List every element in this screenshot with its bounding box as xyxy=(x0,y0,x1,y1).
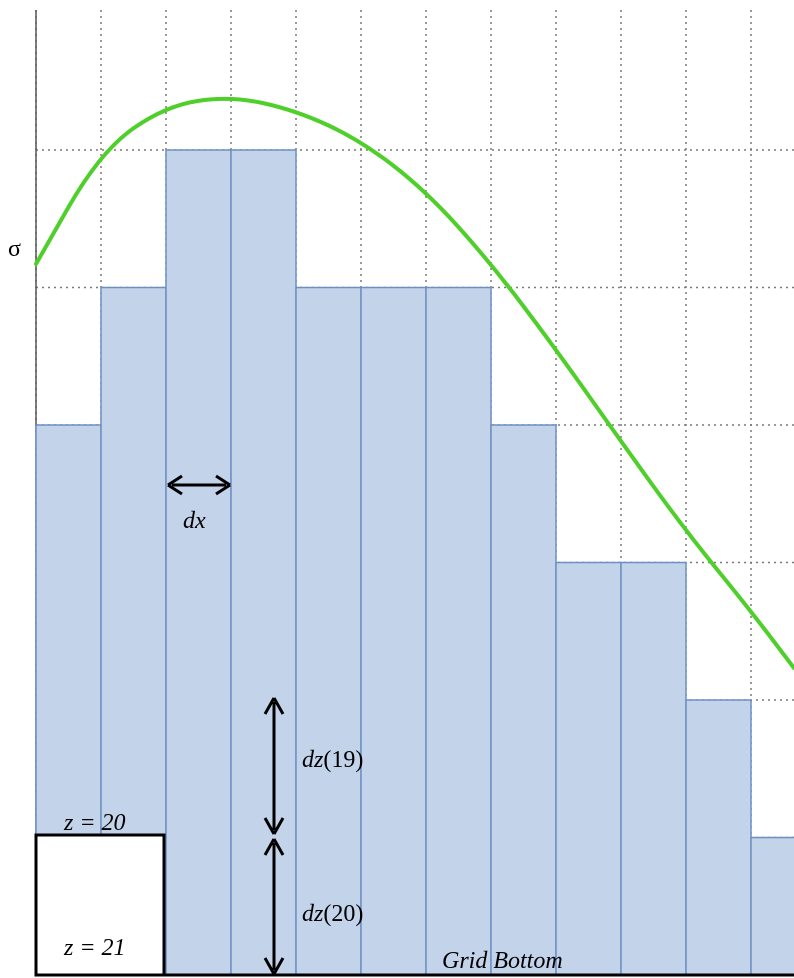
dz19-arrow xyxy=(263,697,285,835)
dx-label: dx xyxy=(183,508,206,534)
model-column xyxy=(750,836,794,976)
model-column xyxy=(425,286,492,976)
dz20-index: (20) xyxy=(323,901,363,927)
bottom-cell-box xyxy=(34,833,794,977)
model-column xyxy=(295,286,362,976)
z20-label: z = 20 xyxy=(63,810,126,836)
model-column xyxy=(555,561,622,976)
model-column xyxy=(360,286,427,976)
model-column xyxy=(685,699,752,976)
dz20-label: dz(20) xyxy=(302,901,363,927)
surface-curve xyxy=(34,96,794,670)
dz20-var: dz xyxy=(302,901,324,927)
dz19-var: dz xyxy=(302,747,324,773)
model-column xyxy=(230,149,297,976)
z21-label: z = 21 xyxy=(63,935,126,961)
dz19-label: dz(19) xyxy=(302,747,363,773)
model-column xyxy=(165,149,232,976)
dx-arrow xyxy=(167,474,231,496)
dz20-arrow xyxy=(263,838,285,975)
grid-bottom-label: Grid Bottom xyxy=(442,948,563,974)
sigma-label: σ xyxy=(8,236,21,262)
model-column xyxy=(490,424,557,976)
z21-cell xyxy=(34,833,166,977)
model-column xyxy=(620,561,687,976)
surface-curve-line xyxy=(34,96,794,670)
dz19-index: (19) xyxy=(323,747,363,773)
